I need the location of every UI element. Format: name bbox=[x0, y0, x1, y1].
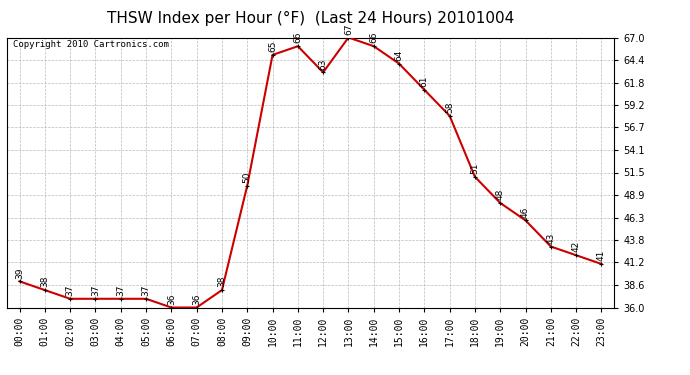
Text: 37: 37 bbox=[66, 285, 75, 296]
Text: 50: 50 bbox=[243, 171, 252, 183]
Text: 36: 36 bbox=[167, 293, 176, 305]
Text: 37: 37 bbox=[91, 285, 100, 296]
Text: 58: 58 bbox=[445, 102, 454, 113]
Text: 43: 43 bbox=[546, 232, 555, 244]
Text: 42: 42 bbox=[571, 241, 581, 252]
Text: 38: 38 bbox=[217, 276, 226, 287]
Text: 67: 67 bbox=[344, 23, 353, 35]
Text: 65: 65 bbox=[268, 40, 277, 52]
Text: Copyright 2010 Cartronics.com: Copyright 2010 Cartronics.com bbox=[13, 40, 169, 49]
Text: 66: 66 bbox=[369, 32, 378, 44]
Text: 39: 39 bbox=[15, 267, 24, 279]
Text: 66: 66 bbox=[293, 32, 302, 44]
Text: THSW Index per Hour (°F)  (Last 24 Hours) 20101004: THSW Index per Hour (°F) (Last 24 Hours)… bbox=[107, 11, 514, 26]
Text: 61: 61 bbox=[420, 75, 429, 87]
Text: 63: 63 bbox=[319, 58, 328, 69]
Text: 41: 41 bbox=[597, 250, 606, 261]
Text: 37: 37 bbox=[141, 285, 150, 296]
Text: 37: 37 bbox=[116, 285, 126, 296]
Text: 51: 51 bbox=[471, 163, 480, 174]
Text: 46: 46 bbox=[521, 206, 530, 218]
Text: 38: 38 bbox=[40, 276, 50, 287]
Text: 36: 36 bbox=[192, 293, 201, 305]
Text: 48: 48 bbox=[495, 189, 505, 200]
Text: 64: 64 bbox=[395, 50, 404, 61]
